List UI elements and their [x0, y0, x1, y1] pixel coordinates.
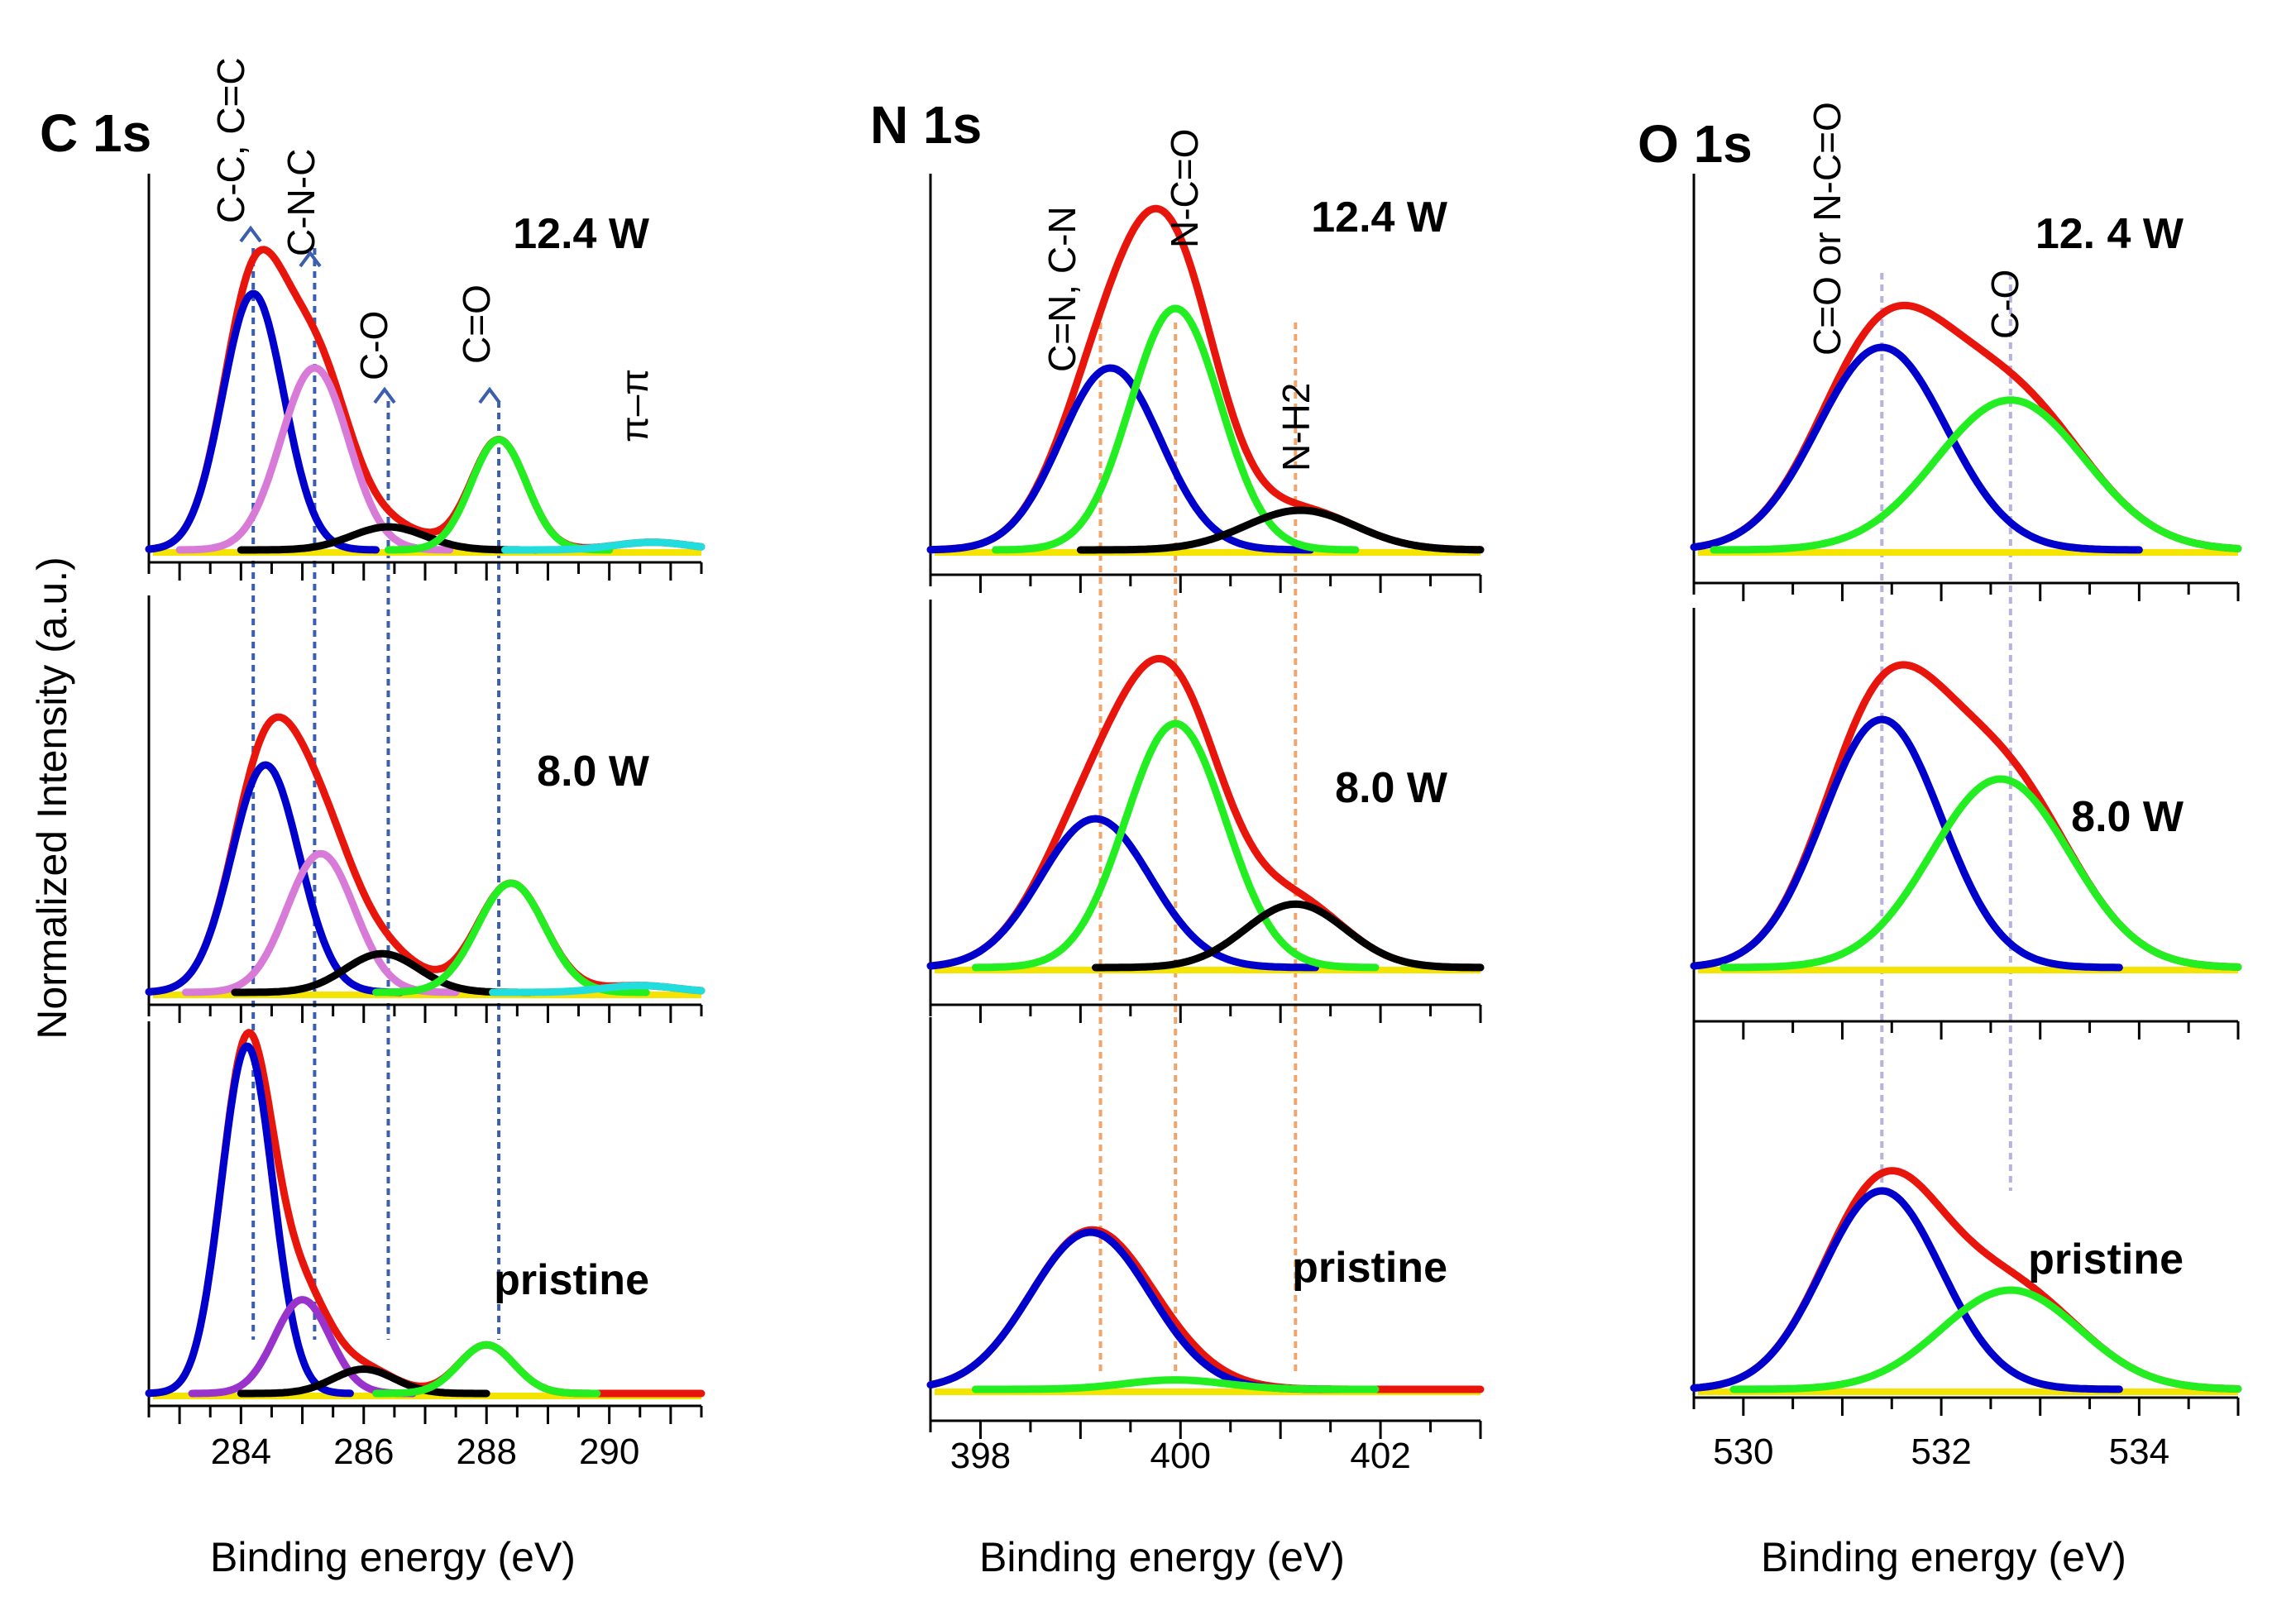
panel-power-label: 12. 4 W: [2035, 210, 2184, 258]
panel-power-label: 8.0 W: [537, 748, 650, 796]
component-line: [1076, 506, 1485, 554]
panel-power-label: 12.4 W: [1311, 194, 1448, 241]
x-tick-label: 398: [950, 1436, 1011, 1476]
peak-annotation: N-C=O: [1163, 129, 1206, 248]
n1s-title: N 1s: [870, 95, 982, 155]
n1s-column: 12.4 W 8.0 W pristine 398 400 402 C=N, C-N N-C=…: [926, 129, 1485, 1476]
o1s-title: O 1s: [1638, 114, 1753, 174]
component-line: [372, 879, 650, 997]
component-line: [971, 1376, 1380, 1393]
component-line: [1690, 343, 2143, 554]
component-line: [372, 1341, 601, 1398]
panel-power-label: 8.0 W: [1335, 764, 1448, 812]
x-tick-label: 284: [211, 1432, 271, 1472]
n1s-x-axis-label: Binding energy (eV): [979, 1534, 1345, 1580]
component-line: [926, 815, 1319, 972]
o1s-column: 12. 4 W 8.0 W pristine 530 532 534 C=O or N-C=…: [1690, 102, 2242, 1472]
component-line: [971, 719, 1380, 972]
peak-annotation: C-C, C=C: [209, 57, 252, 223]
component-line: [237, 1365, 490, 1398]
c1s-title: C 1s: [40, 103, 151, 163]
arrow-head-icon: [478, 386, 501, 404]
panel-power-label: pristine: [494, 1256, 649, 1304]
component-line: [489, 982, 706, 997]
component-line: [926, 364, 1314, 554]
x-tick-label: 288: [457, 1432, 517, 1472]
x-tick-label: 400: [1150, 1436, 1211, 1476]
component-line: [1710, 396, 2242, 554]
peak-annotation: C-O: [352, 311, 395, 380]
component-line: [1720, 775, 2242, 972]
x-tick-label: 534: [2109, 1432, 2169, 1472]
component-line: [1092, 900, 1485, 972]
component-line: [1729, 1286, 2242, 1393]
peak-annotation: C=N, C-N: [1040, 206, 1083, 372]
arrow-head-icon: [373, 386, 396, 404]
component-line: [237, 523, 540, 554]
panel-power-label: 12.4 W: [513, 210, 650, 258]
arrow-head-icon: [239, 225, 262, 243]
x-tick-label: 530: [1713, 1432, 1773, 1472]
panel-power-label: pristine: [1292, 1244, 1447, 1292]
component-line: [1690, 715, 2123, 972]
peak-annotation: N-H2: [1275, 383, 1318, 471]
peak-annotation: C-N-C: [280, 149, 323, 256]
x-tick-label: 290: [579, 1432, 639, 1472]
panel-power-label: pristine: [2028, 1236, 2184, 1283]
peak-annotation: C=O or N-C=O: [1806, 102, 1849, 356]
arrow-head-icon: [299, 250, 322, 268]
x-tick-label: 402: [1350, 1436, 1410, 1476]
component-line: [145, 1042, 354, 1398]
peak-annotation: C=O: [455, 284, 498, 364]
panel-power-label: 8.0 W: [2071, 793, 2184, 841]
component-line: [501, 538, 706, 554]
component-line: [145, 761, 404, 997]
peak-annotation: π–π: [613, 369, 656, 442]
c1s-column: 12.4 W 8.0 W pristine 284 286 288 290 C-C, C=C C…: [145, 57, 706, 1472]
peak-annotation: C-O: [1983, 270, 2026, 339]
component-line: [231, 949, 533, 997]
y-axis-label: Normalized Intensity (a.u.): [29, 557, 75, 1040]
x-tick-label: 286: [333, 1432, 394, 1472]
o1s-x-axis-label: Binding energy (eV): [1761, 1534, 2126, 1580]
component-line: [1690, 1187, 2123, 1393]
c1s-x-axis-label: Binding energy (eV): [210, 1534, 576, 1580]
envelope-line: [926, 204, 1485, 554]
component-line: [992, 304, 1360, 554]
component-line: [175, 364, 454, 554]
x-tick-label: 532: [1911, 1432, 1971, 1472]
